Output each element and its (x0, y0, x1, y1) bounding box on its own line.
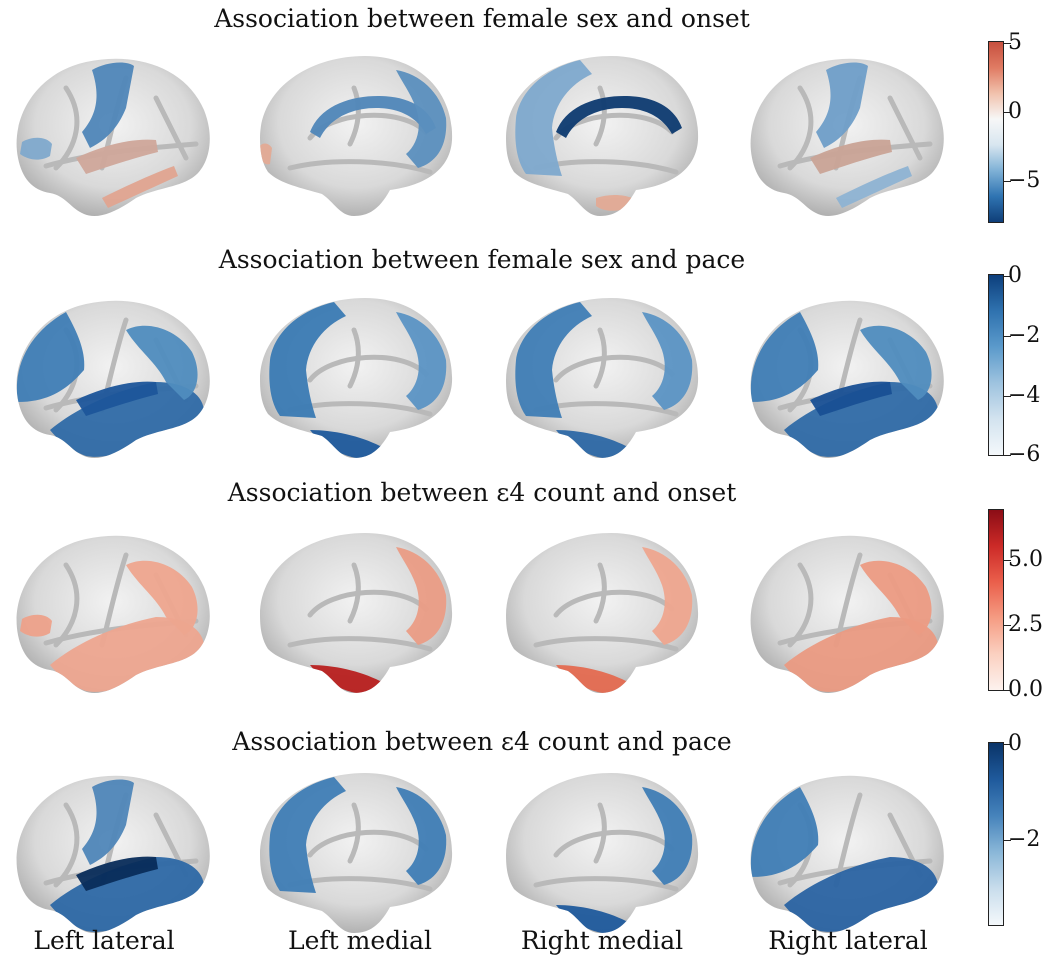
region-precuneus (396, 312, 447, 410)
brain-left-lateral (6, 765, 214, 940)
row-title-4: Association between ε4 count and pace (232, 727, 732, 756)
cbar2-tick: −4 (1008, 383, 1041, 408)
region-parahippo (596, 195, 632, 211)
brain-left-lateral (6, 525, 214, 700)
region-cingulate (310, 96, 436, 138)
region-temporal-big (784, 617, 938, 692)
brain-left-lateral (6, 290, 214, 465)
brain-right-lateral (740, 525, 948, 700)
region-frontal-medial (269, 777, 346, 893)
region-temporal-big (784, 382, 938, 457)
region-temporal-big (50, 382, 204, 457)
region-precuneus (642, 787, 693, 885)
view-label-left-lateral: Left lateral (33, 926, 175, 955)
cbar1-tick: −5 (1008, 168, 1041, 193)
colorbar-female-onset (988, 41, 1004, 223)
region-frontal-big (750, 787, 819, 877)
region-precuneus (396, 787, 447, 885)
colorbar-e4-pace (988, 742, 1004, 926)
cbar1-tick: 0 (1008, 99, 1022, 124)
region-insula (76, 856, 158, 891)
row-title-3: Association between ε4 count and onset (227, 478, 737, 507)
region-frontal-spot (20, 137, 52, 160)
cbar2-tick: 0 (1008, 263, 1022, 288)
region-insula (810, 139, 892, 174)
region-temporal-stripe (836, 166, 912, 208)
row-title-2: Association between female sex and pace (218, 245, 746, 274)
cbar1-tick: 5 (1008, 30, 1022, 55)
brain-left-medial (250, 48, 458, 223)
region-frontal-medial (515, 302, 592, 418)
region-precuneus (642, 547, 693, 645)
brain-right-medial (496, 525, 704, 700)
region-frontal-spot (20, 614, 52, 637)
region-temporal-big (50, 857, 204, 932)
region-temporal-big (50, 617, 204, 692)
region-parietal (860, 325, 932, 400)
colorbar-female-pace (988, 274, 1004, 456)
region-parietal (126, 560, 198, 635)
region-pole (260, 143, 272, 165)
cbar2-tick: −6 (1008, 442, 1041, 467)
region-insula (810, 381, 892, 416)
row-title-1: Association between female sex and onset (214, 4, 750, 33)
region-frontal-big (16, 312, 85, 402)
colorbar-e4-onset (988, 509, 1004, 691)
region-temporal-stripe (102, 166, 178, 208)
region-parietal (860, 560, 932, 635)
region-frontal-medial (515, 60, 592, 176)
region-precuneus (396, 547, 447, 645)
view-label-right-lateral: Right lateral (768, 926, 928, 955)
region-frontal-big (750, 312, 819, 402)
brain-left-medial (250, 290, 458, 465)
brain-right-medial (496, 48, 704, 223)
brain-right-lateral (740, 765, 948, 940)
cbar4-tick: −2 (1008, 827, 1041, 852)
cbar3-tick: 5.0 (1008, 547, 1043, 572)
region-precuneus (396, 70, 447, 168)
cbar3-tick: 2.5 (1008, 612, 1043, 637)
region-insula (76, 381, 158, 416)
brain-right-lateral (740, 48, 948, 223)
brain-right-medial (496, 290, 704, 465)
brain-right-medial (496, 765, 704, 940)
region-cingulate (556, 96, 682, 138)
brain-right-lateral (740, 290, 948, 465)
region-parietal (126, 325, 198, 400)
brain-left-medial (250, 525, 458, 700)
cbar4-tick: 0 (1008, 731, 1022, 756)
brain-left-medial (250, 765, 458, 940)
region-frontal-medial (269, 302, 346, 418)
view-label-left-medial: Left medial (287, 926, 433, 955)
region-precuneus (642, 312, 693, 410)
view-label-right-medial: Right medial (520, 926, 684, 955)
region-precentral (82, 62, 134, 148)
cbar3-tick: 0.0 (1008, 677, 1043, 702)
region-precentral (82, 779, 134, 865)
cbar2-tick: −2 (1008, 323, 1041, 348)
region-precentral (816, 62, 868, 148)
region-insula (76, 139, 158, 174)
region-temporal-big (784, 857, 938, 932)
brain-left-lateral (6, 48, 214, 223)
